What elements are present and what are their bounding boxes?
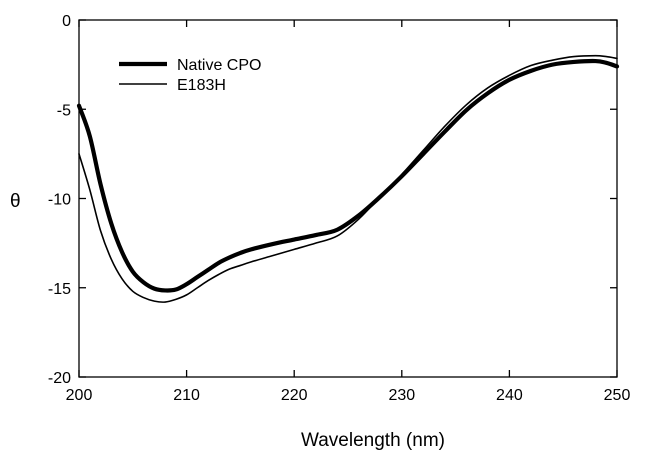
y-axis-label: θ (10, 191, 21, 212)
legend-label-native-cpo: Native CPO (177, 57, 261, 74)
series-line-e183h (78, 54, 618, 303)
y-tick-label: 0 (62, 13, 71, 30)
x-tick-label: 220 (281, 387, 308, 404)
plot-frame (78, 19, 618, 378)
series-line-native-cpo (76, 58, 620, 293)
x-tick-label: 210 (173, 387, 200, 404)
x-tick-label: 200 (66, 387, 93, 404)
x-tick-label: 240 (496, 387, 523, 404)
x-tick-label: 230 (388, 387, 415, 404)
y-tick-label: -15 (48, 281, 71, 298)
y-tick-label: -5 (57, 102, 71, 119)
x-axis-label: Wavelength (nm) (301, 430, 445, 451)
legend-label-e183h: E183H (177, 77, 226, 94)
y-tick-label: -10 (48, 192, 71, 209)
x-tick-label: 250 (604, 387, 631, 404)
y-tick-label: -20 (48, 370, 71, 387)
